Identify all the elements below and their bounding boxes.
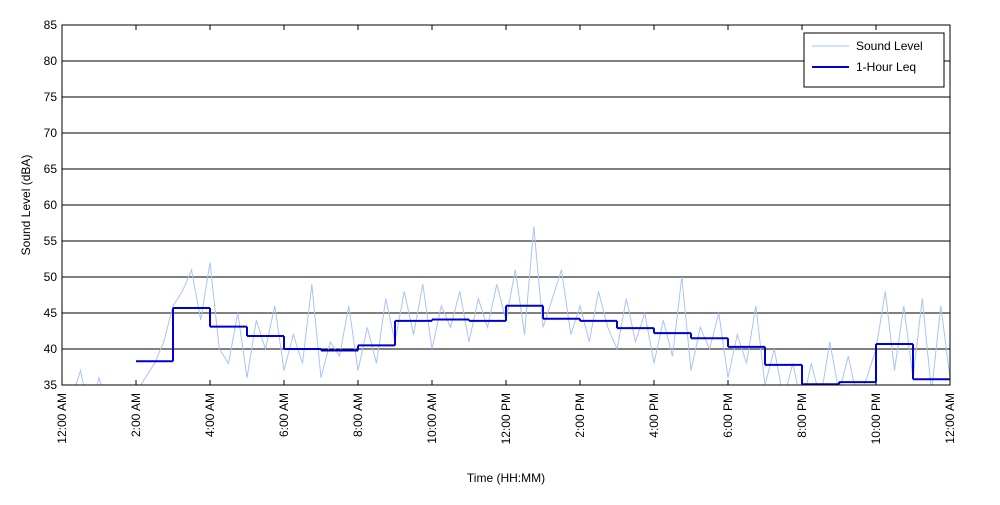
y-tick-label: 85 [44,18,58,32]
x-tick-label: 6:00 PM [721,393,735,438]
x-tick-label: 12:00 AM [943,393,957,444]
lines [75,226,950,385]
y-tick-label: 50 [44,270,58,284]
y-tick-label: 45 [44,306,58,320]
y-tick-label: 55 [44,234,58,248]
legend-box [803,32,945,88]
y-tick-label: 80 [44,54,58,68]
x-tick-label: 4:00 PM [647,393,661,438]
x-tick-label: 8:00 AM [351,393,365,437]
legend: Sound Level 1-Hour Leq [803,32,945,88]
y-tick-label: 40 [44,342,58,356]
y-tick-label: 75 [44,90,58,104]
y-axis-label: Sound Level (dBA) [19,155,33,256]
x-tick-label: 2:00 PM [573,393,587,438]
x-tick-label: 2:00 AM [129,393,143,437]
x-tick-label: 6:00 AM [277,393,291,437]
x-tick-label: 8:00 PM [795,393,809,438]
y-tick-label: 65 [44,162,58,176]
x-axis-label: Time (HH:MM) [467,471,545,485]
plot-frame [61,24,951,386]
y-tick-label: 60 [44,198,58,212]
y-tick-label: 70 [44,126,58,140]
x-tick-label: 4:00 AM [203,393,217,437]
x-tick-label: 10:00 PM [869,393,883,444]
x-tick-label: 10:00 AM [425,393,439,444]
x-tick-label: 12:00 PM [499,393,513,444]
y-tick-label: 35 [44,378,58,392]
x-tick-label: 12:00 AM [55,393,69,444]
legend-label: Sound Level [856,39,923,53]
legend-label: 1-Hour Leq [856,60,916,74]
